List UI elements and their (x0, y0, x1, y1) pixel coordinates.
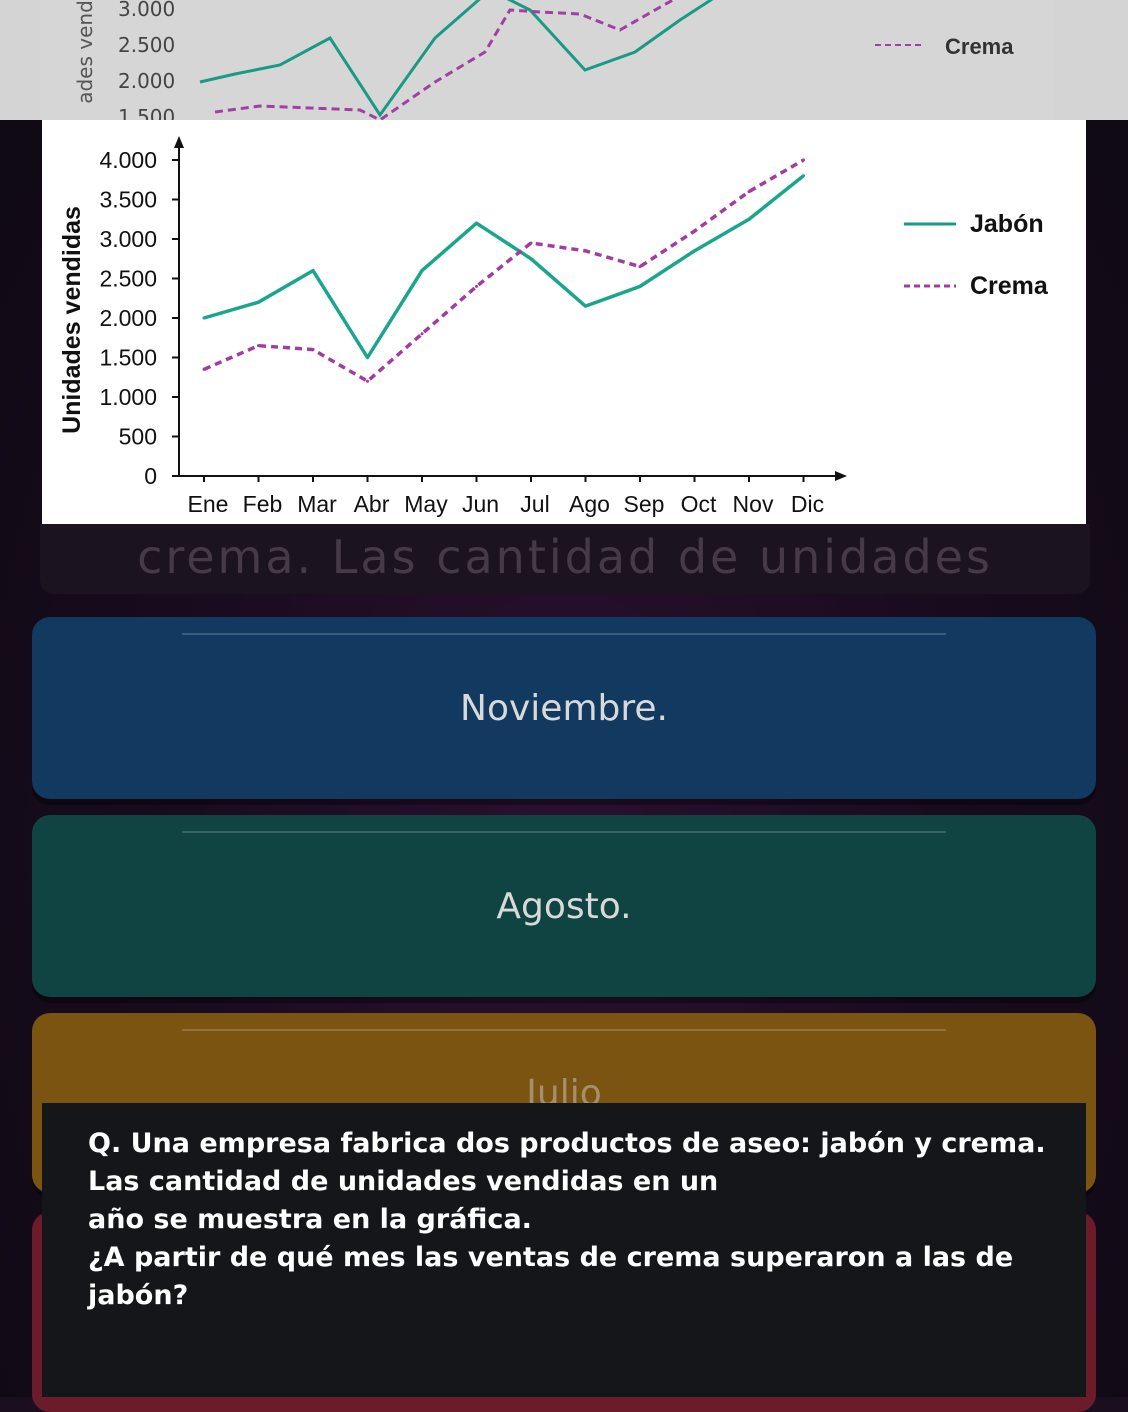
y-tick-label: 3.000 (99, 226, 157, 252)
data-point-jabon (311, 269, 315, 273)
bg-ytick: 2.500 (118, 33, 175, 57)
data-point-jabon (529, 257, 533, 261)
sales-chart: 0 500 1.000 1.500 2.000 2.500 3.000 3.500 4.000 U… (42, 120, 1086, 530)
x-tick-label: Dic (791, 491, 824, 517)
question-text: Q. Una empresa fabrica dos productos de … (42, 1103, 1086, 1315)
legend-label-crema: Crema (970, 272, 1049, 300)
data-point-jabon (693, 249, 696, 253)
x-tick-label: Abr (354, 491, 390, 517)
background-text-fragment: crema. Las cantidad de unidades (137, 530, 993, 584)
option-divider (182, 1029, 946, 1031)
data-point-crema (638, 265, 642, 269)
bg-ytick: 1.500 (118, 105, 175, 120)
data-point-crema (475, 284, 478, 288)
data-point-crema (584, 249, 587, 253)
background-text: crema. Las cantidad de unidades (40, 524, 1090, 594)
data-point-crema (529, 241, 533, 245)
answer-option-label: Agosto. (496, 885, 632, 927)
data-point-crema (420, 332, 424, 336)
data-point-crema (311, 348, 315, 352)
question-panel: Q. Una empresa fabrica dos productos de … (42, 1103, 1086, 1397)
question-line: jabón? (88, 1280, 189, 1311)
background-chart-area: ades vend 3.000 2.500 2.000 1.500 Crema (40, 0, 1053, 120)
data-point-jabon (420, 269, 424, 273)
x-axis-arrow (835, 471, 847, 481)
y-tick-label: 0 (144, 463, 157, 489)
option-divider (182, 633, 946, 635)
data-point-jabon (802, 174, 805, 178)
option-divider (182, 831, 946, 833)
question-line: Las cantidad de unidades vendidas en un (88, 1166, 719, 1197)
y-tick-label: 1.500 (99, 345, 157, 371)
x-tick-label: Mar (297, 491, 337, 517)
data-point-jabon (475, 221, 478, 225)
data-point-crema (257, 344, 260, 348)
x-tick-label: Ene (188, 491, 229, 517)
x-tick-label: Ago (569, 491, 610, 517)
bg-jabon-line (199, 0, 714, 118)
x-tick-label: Oct (681, 491, 717, 517)
answer-option-label: Noviembre. (460, 687, 668, 729)
x-tick-label: Jun (462, 491, 499, 517)
bg-ytick: 2.000 (118, 69, 175, 93)
data-point-jabon (584, 304, 587, 308)
y-tick-label: 2.500 (99, 266, 157, 292)
data-point-jabon (747, 217, 751, 221)
x-tick-label: Jul (520, 491, 549, 517)
y-axis-arrow (174, 136, 184, 148)
data-point-crema (802, 158, 805, 162)
question-line: año se muestra en la gráfica. (88, 1204, 532, 1235)
sales-chart-svg: 0 500 1.000 1.500 2.000 2.500 3.000 3.500 4.000 U… (58, 136, 1049, 517)
answer-option-noviembre[interactable]: Noviembre. (32, 617, 1096, 799)
y-tick-label: 1.000 (99, 384, 157, 410)
background-chart-svg: ades vend 3.000 2.500 2.000 1.500 Crema (73, 0, 1014, 120)
data-point-jabon (638, 284, 642, 288)
data-point-crema (747, 190, 751, 194)
data-point-crema (693, 229, 696, 233)
y-tick-label: 2.000 (99, 305, 157, 331)
question-line: ¿A partir de qué mes las ventas de crema… (88, 1242, 1014, 1273)
bg-legend-crema: Crema (945, 34, 1014, 59)
y-tick-label: 3.500 (99, 187, 157, 213)
series-line-jabon (203, 174, 805, 360)
background-chart: ades vend 3.000 2.500 2.000 1.500 Crema (0, 0, 1128, 120)
bg-ylabel-fragment: ades vend (73, 0, 97, 104)
x-tick-label: May (404, 491, 448, 517)
x-tick-label: Nov (733, 491, 774, 517)
series-line-crema (203, 158, 805, 383)
data-point-crema (366, 379, 369, 383)
y-tick-label: 4.000 (99, 147, 157, 173)
data-point-crema (202, 367, 206, 371)
answer-option-agosto[interactable]: Agosto. (32, 815, 1096, 997)
bg-crema-line (214, 0, 676, 120)
y-axis-label: Unidades vendidas (58, 206, 86, 434)
x-tick-label: Feb (243, 491, 283, 517)
data-point-jabon (257, 300, 260, 304)
question-line: Q. Una empresa fabrica dos productos de … (88, 1128, 1046, 1159)
x-tick-label: Sep (624, 491, 665, 517)
y-tick-label: 500 (119, 424, 157, 450)
data-point-jabon (366, 356, 369, 359)
legend-label-jabon: Jabón (970, 210, 1044, 238)
data-point-jabon (202, 316, 206, 320)
bg-ytick: 3.000 (118, 0, 175, 21)
